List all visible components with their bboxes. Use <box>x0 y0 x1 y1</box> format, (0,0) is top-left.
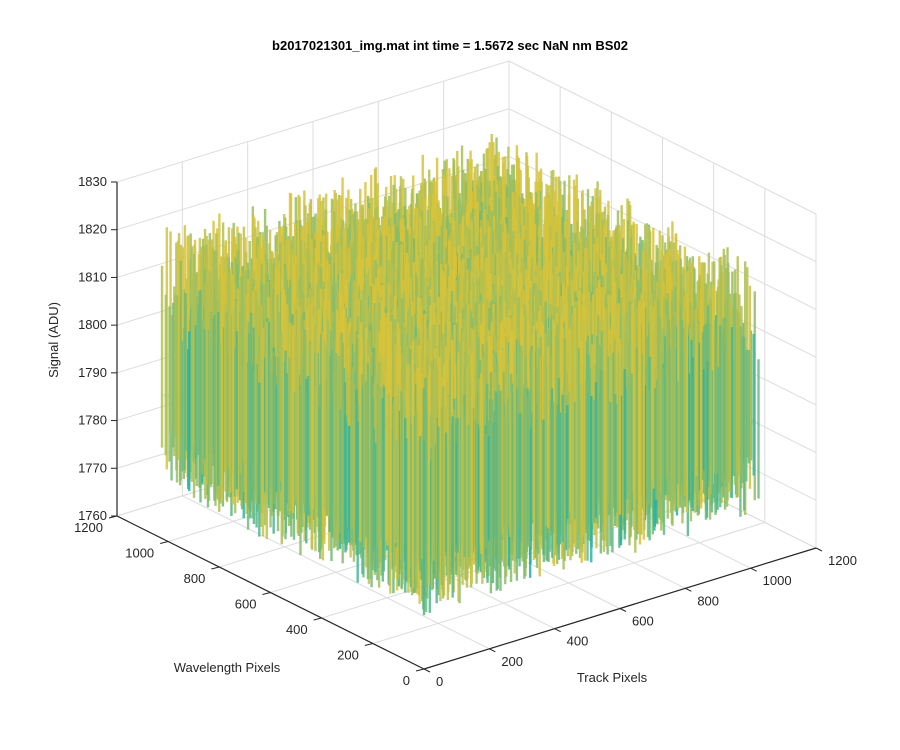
back-wall-grid-line <box>116 60 510 183</box>
surface <box>160 133 760 616</box>
floor-grid-line <box>372 522 765 644</box>
side-wall-grid-line <box>508 60 817 215</box>
back-wall-grid-line <box>116 108 510 231</box>
side-wall-grid-line <box>508 108 817 263</box>
